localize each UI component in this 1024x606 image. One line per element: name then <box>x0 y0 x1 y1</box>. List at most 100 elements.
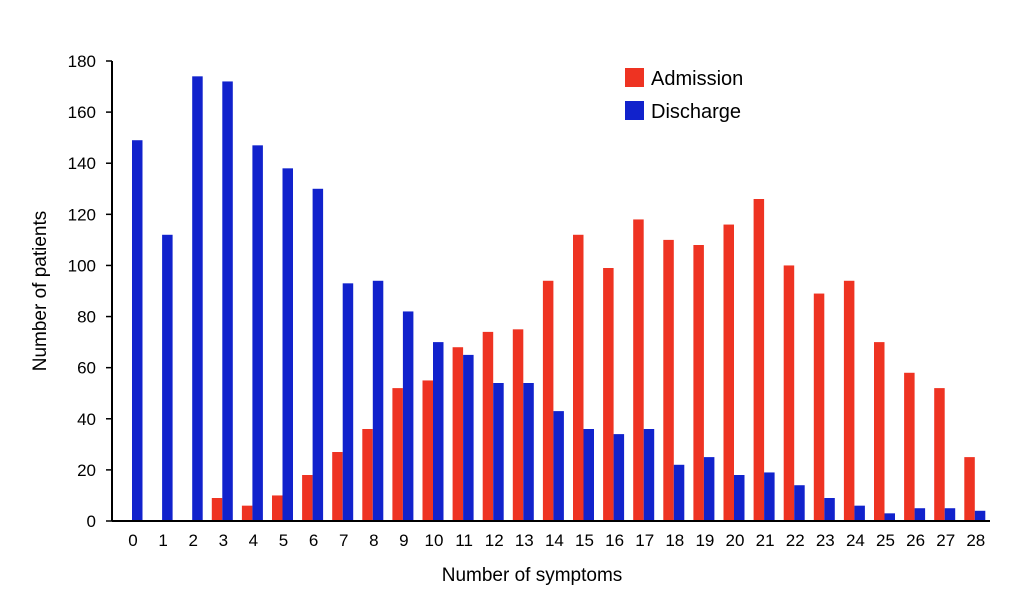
bar-discharge-23 <box>824 498 835 521</box>
x-tick-label: 18 <box>665 531 684 550</box>
y-tick-label: 20 <box>77 461 96 480</box>
x-tick-label: 4 <box>249 531 258 550</box>
x-tick-label: 1 <box>158 531 167 550</box>
bar-discharge-10 <box>433 342 444 521</box>
x-tick-label: 27 <box>936 531 955 550</box>
bar-admission-7 <box>332 452 343 521</box>
x-tick-label: 8 <box>369 531 378 550</box>
x-tick-label: 15 <box>575 531 594 550</box>
bar-discharge-0 <box>132 140 143 521</box>
bar-discharge-1 <box>162 234 173 521</box>
bar-admission-5 <box>272 495 283 521</box>
x-tick-label: 20 <box>726 531 745 550</box>
bar-discharge-14 <box>553 411 564 521</box>
bar-discharge-8 <box>372 280 384 521</box>
bar-admission-22 <box>783 265 795 521</box>
bar-admission-18 <box>663 239 674 521</box>
x-tick-label: 16 <box>605 531 624 550</box>
x-tick-label: 21 <box>756 531 775 550</box>
bar-admission-8 <box>362 429 373 521</box>
bar-admission-28 <box>964 457 975 521</box>
bar-admission-13 <box>512 329 524 521</box>
x-tick-label: 10 <box>425 531 444 550</box>
bar-admission-24 <box>843 280 855 521</box>
bar-admission-20 <box>723 224 734 522</box>
bar-admission-9 <box>392 388 403 521</box>
bar-discharge-6 <box>312 188 324 521</box>
x-tick-label: 17 <box>635 531 654 550</box>
x-tick-label: 22 <box>786 531 805 550</box>
bar-admission-4 <box>241 505 253 521</box>
bar-discharge-3 <box>222 81 233 521</box>
bar-discharge-12 <box>493 383 504 521</box>
bar-discharge-21 <box>764 472 775 521</box>
legend-swatch-discharge <box>625 101 644 120</box>
x-tick-label: 19 <box>695 531 714 550</box>
bar-admission-19 <box>693 245 704 521</box>
x-tick-label: 5 <box>279 531 288 550</box>
x-tick-label: 12 <box>485 531 504 550</box>
bar-admission-16 <box>603 268 614 521</box>
y-axis-title: Number of patients <box>30 211 51 372</box>
bar-admission-27 <box>934 388 945 521</box>
bar-admission-17 <box>633 219 644 521</box>
y-tick-label: 40 <box>77 410 96 429</box>
bar-admission-12 <box>482 331 494 521</box>
bar-admission-11 <box>452 347 464 521</box>
x-tick-label: 9 <box>399 531 408 550</box>
bar-discharge-4 <box>252 145 263 522</box>
bar-discharge-17 <box>643 429 655 521</box>
bar-admission-23 <box>813 293 825 521</box>
bar-admission-3 <box>211 498 223 521</box>
x-tick-label: 24 <box>846 531 865 550</box>
y-tick-label: 160 <box>68 103 96 122</box>
bar-admission-26 <box>904 372 915 521</box>
y-tick-label: 60 <box>77 359 96 378</box>
y-tick-label: 120 <box>68 205 96 224</box>
legend-swatch-admission <box>625 68 644 87</box>
bar-discharge-27 <box>944 508 956 521</box>
y-tick-label: 180 <box>68 52 96 71</box>
x-tick-label: 0 <box>128 531 137 550</box>
y-tick-label: 100 <box>68 256 96 275</box>
x-axis-title: Number of symptoms <box>442 565 623 586</box>
legend-item-discharge: Discharge <box>625 101 741 123</box>
bar-admission-10 <box>422 380 433 521</box>
bar-discharge-18 <box>673 464 685 521</box>
bar-admission-14 <box>542 280 554 521</box>
x-tick-label: 7 <box>339 531 348 550</box>
x-tick-label: 28 <box>966 531 985 550</box>
y-tick-label: 80 <box>77 308 96 327</box>
x-tick-label: 2 <box>188 531 197 550</box>
y-tick-label: 140 <box>68 154 96 173</box>
bar-discharge-7 <box>342 283 354 521</box>
bar-admission-15 <box>573 234 584 521</box>
y-tick-label: 0 <box>87 512 96 531</box>
bar-discharge-16 <box>613 434 625 521</box>
x-tick-label: 6 <box>309 531 318 550</box>
bar-discharge-5 <box>282 168 293 522</box>
bar-admission-6 <box>302 475 313 521</box>
bar-discharge-13 <box>523 383 534 521</box>
x-tick-label: 11 <box>455 531 473 550</box>
legend: Admission Discharge <box>625 68 743 123</box>
x-tick-label: 14 <box>545 531 564 550</box>
bar-discharge-2 <box>192 76 203 521</box>
bars-group <box>132 76 986 522</box>
x-ticks: 0 1 2 3 4 5 6 7 8 9 10 11 12 13 14 15 16 17 18 19 20 21 22 23 24… <box>128 531 985 550</box>
x-tick-label: 23 <box>816 531 835 550</box>
bar-discharge-24 <box>854 505 865 521</box>
bar-discharge-11 <box>463 354 474 521</box>
x-tick-label: 3 <box>219 531 228 550</box>
bar-discharge-20 <box>734 475 745 521</box>
bar-discharge-25 <box>884 513 895 521</box>
legend-item-admission: Admission <box>625 68 743 90</box>
bar-discharge-9 <box>402 311 414 521</box>
bar-discharge-22 <box>794 485 805 521</box>
x-tick-label: 26 <box>906 531 925 550</box>
legend-label-discharge: Discharge <box>651 101 741 123</box>
bar-discharge-19 <box>703 457 715 521</box>
legend-label-admission: Admission <box>651 68 743 90</box>
bar-discharge-26 <box>914 508 926 521</box>
